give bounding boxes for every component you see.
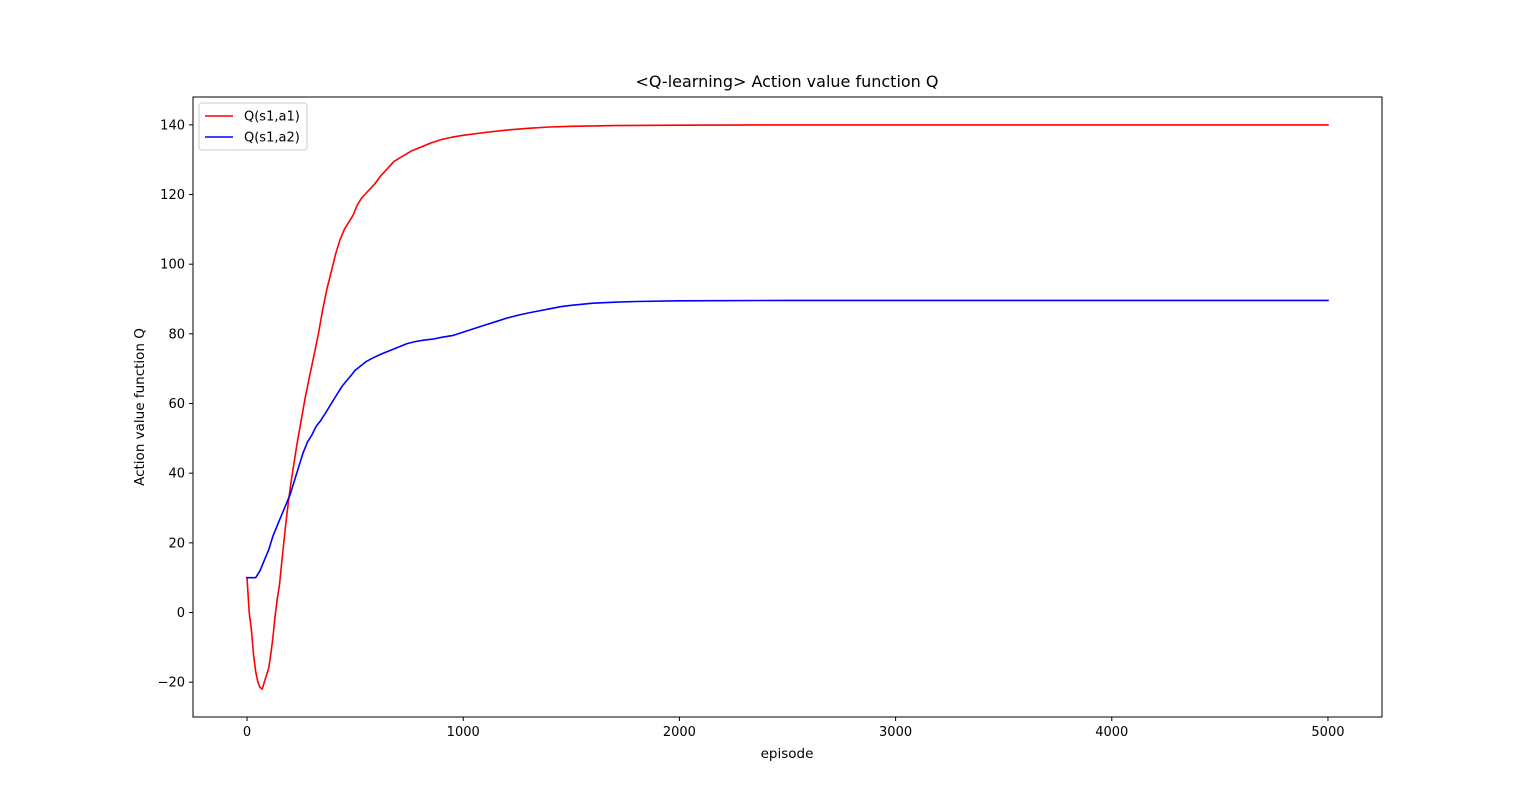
y-tick-label: 40 <box>168 467 185 482</box>
x-tick-label: 4000 <box>1095 725 1128 740</box>
y-tick-label: 20 <box>168 536 185 551</box>
x-tick-label: 3000 <box>879 725 912 740</box>
y-tick-label: 80 <box>168 327 185 342</box>
y-axis: −20 0 20 40 60 80 100 120 140 <box>158 118 193 691</box>
x-tick-label: 5000 <box>1311 725 1344 740</box>
plot-area <box>246 124 1329 690</box>
x-axis: 0 1000 2000 3000 4000 5000 <box>243 717 1345 740</box>
series-line-1 <box>246 124 1329 690</box>
x-tick-label: 0 <box>243 725 251 740</box>
y-tick-label: 100 <box>160 258 185 273</box>
x-axis-label: episode <box>761 746 814 762</box>
series-line-2 <box>246 299 1329 579</box>
y-tick-label: 60 <box>168 397 185 412</box>
legend-box <box>198 102 308 151</box>
y-axis-label: Action value function Q <box>132 328 148 486</box>
x-tick-label: 2000 <box>663 725 696 740</box>
legend-label: Q(s1,a2) <box>244 131 300 146</box>
chart-title: <Q-learning> Action value function Q <box>635 72 938 91</box>
x-tick-label: 1000 <box>447 725 480 740</box>
y-tick-label: −20 <box>158 676 185 691</box>
plot-frame <box>192 96 1383 718</box>
legend: Q(s1,a1) Q(s1,a2) <box>198 102 308 151</box>
y-tick-label: 120 <box>160 188 185 203</box>
y-tick-label: 140 <box>160 118 185 133</box>
legend-label: Q(s1,a1) <box>244 110 300 125</box>
y-tick-label: 0 <box>177 606 185 621</box>
